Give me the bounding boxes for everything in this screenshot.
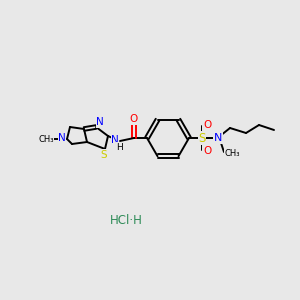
Text: N: N: [58, 133, 66, 143]
Text: N: N: [111, 135, 119, 145]
Text: S: S: [198, 131, 206, 145]
Text: O: O: [129, 114, 138, 124]
Text: O: O: [203, 120, 211, 130]
Text: CH₃: CH₃: [224, 149, 240, 158]
Text: H: H: [116, 142, 123, 152]
Text: HCl·H: HCl·H: [110, 214, 142, 226]
Text: CH₃: CH₃: [38, 134, 54, 143]
Text: O: O: [203, 146, 211, 156]
Text: N: N: [96, 117, 104, 127]
Text: N: N: [214, 133, 222, 143]
Text: S: S: [101, 150, 107, 160]
